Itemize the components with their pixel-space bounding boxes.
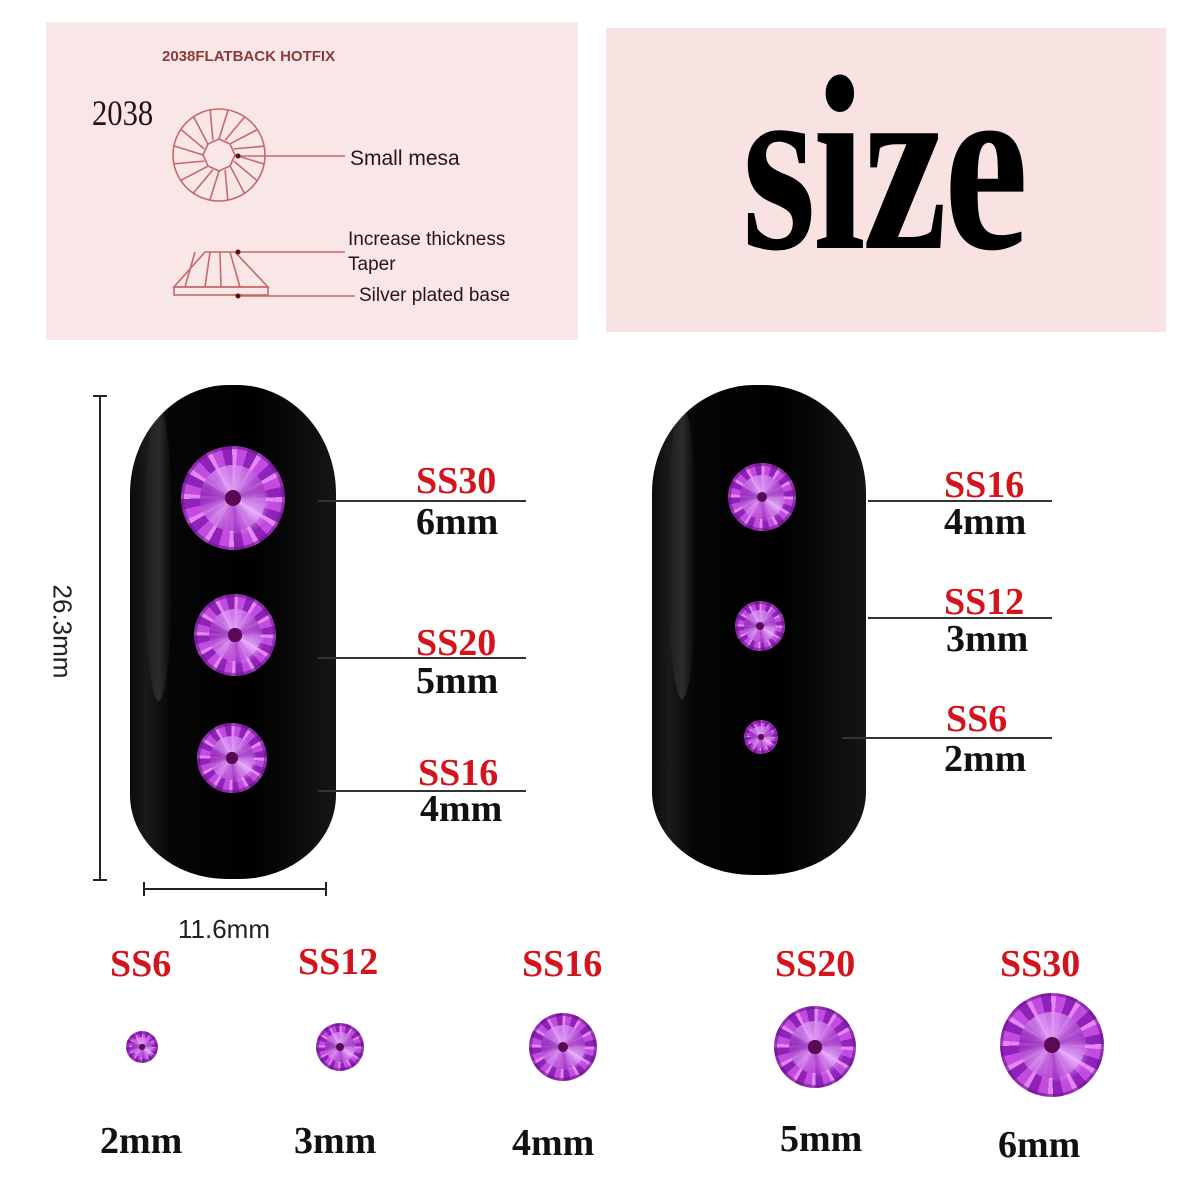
code-label: SS16 bbox=[522, 943, 603, 985]
code-label: SS20 bbox=[416, 622, 497, 664]
size-label: 5mm bbox=[780, 1118, 863, 1160]
facet-line bbox=[192, 169, 214, 194]
size-title: size bbox=[742, 26, 1028, 303]
code-label: SS30 bbox=[416, 460, 497, 502]
rhinestone-ss16 bbox=[728, 463, 796, 531]
facet-line bbox=[180, 128, 205, 150]
leader-line bbox=[842, 737, 1052, 739]
width-dimension-line bbox=[143, 888, 326, 890]
code-label: SS12 bbox=[944, 581, 1025, 623]
rhinestone-ss16 bbox=[529, 1013, 597, 1081]
size-label: 2mm bbox=[944, 738, 1027, 780]
size-label: 3mm bbox=[946, 618, 1029, 660]
code-label: SS12 bbox=[298, 941, 379, 983]
diagram-header: 2038FLATBACK HOTFIX bbox=[162, 48, 336, 65]
model-number: 2038 bbox=[92, 93, 154, 133]
dimension-tick bbox=[143, 882, 145, 896]
size-label: 3mm bbox=[294, 1120, 377, 1162]
leader-line bbox=[868, 500, 1052, 502]
diagram-panel bbox=[46, 22, 578, 340]
rhinestone-ss20 bbox=[194, 594, 276, 676]
dimension-tick bbox=[93, 879, 107, 881]
rhinestone-ss30 bbox=[1000, 993, 1104, 1097]
facet-line bbox=[229, 165, 246, 194]
size-label: 4mm bbox=[420, 788, 503, 830]
size-label: 5mm bbox=[416, 660, 499, 702]
label-silver-base: Silver plated base bbox=[359, 285, 511, 306]
size-panel bbox=[606, 28, 1166, 332]
facet-line bbox=[209, 170, 220, 201]
code-label: SS6 bbox=[110, 943, 172, 985]
leader-line bbox=[318, 657, 526, 659]
label-increase-thickness: Increase thickness bbox=[348, 229, 506, 250]
rhinestone-ss12 bbox=[735, 601, 785, 651]
dimension-tick bbox=[325, 882, 327, 896]
height-label: 26.3mm bbox=[47, 584, 78, 679]
facet-line bbox=[173, 160, 205, 165]
code-label: SS16 bbox=[944, 464, 1025, 506]
facet-line bbox=[180, 165, 209, 182]
label-small-mesa: Small mesa bbox=[350, 147, 460, 170]
dimension-tick bbox=[93, 395, 107, 397]
facet-line bbox=[233, 160, 258, 182]
size-label: 4mm bbox=[944, 501, 1027, 543]
leader-line bbox=[318, 500, 526, 502]
rhinestone-ss16 bbox=[197, 723, 267, 793]
facet-line bbox=[224, 116, 246, 141]
rhinestone-diagram bbox=[172, 108, 355, 299]
rhinestone-ss20 bbox=[774, 1006, 856, 1088]
size-label: 6mm bbox=[998, 1124, 1081, 1166]
size-label: 6mm bbox=[416, 501, 499, 543]
facet-line bbox=[192, 116, 209, 145]
label-taper: Taper bbox=[348, 254, 396, 275]
facet-line bbox=[173, 145, 204, 156]
facet-line bbox=[209, 109, 214, 141]
rhinestone-ss12 bbox=[316, 1023, 364, 1071]
code-label: SS16 bbox=[418, 752, 499, 794]
code-label: SS30 bbox=[1000, 943, 1081, 985]
code-label: SS20 bbox=[775, 943, 856, 985]
leader-line bbox=[868, 617, 1052, 619]
code-label: SS6 bbox=[946, 698, 1008, 740]
leader-line bbox=[318, 790, 526, 792]
width-label: 11.6mm bbox=[178, 914, 270, 944]
facet-line bbox=[233, 145, 265, 150]
height-dimension-line bbox=[99, 395, 101, 880]
facet-line bbox=[224, 169, 229, 201]
rhinestone-ss6 bbox=[126, 1031, 158, 1063]
rhinestone-ss6 bbox=[744, 720, 778, 754]
rhinestone-ss30 bbox=[181, 446, 285, 550]
size-label: 4mm bbox=[512, 1122, 595, 1164]
facet-line bbox=[218, 109, 229, 140]
size-label: 2mm bbox=[100, 1120, 183, 1162]
facet-line bbox=[229, 128, 258, 145]
